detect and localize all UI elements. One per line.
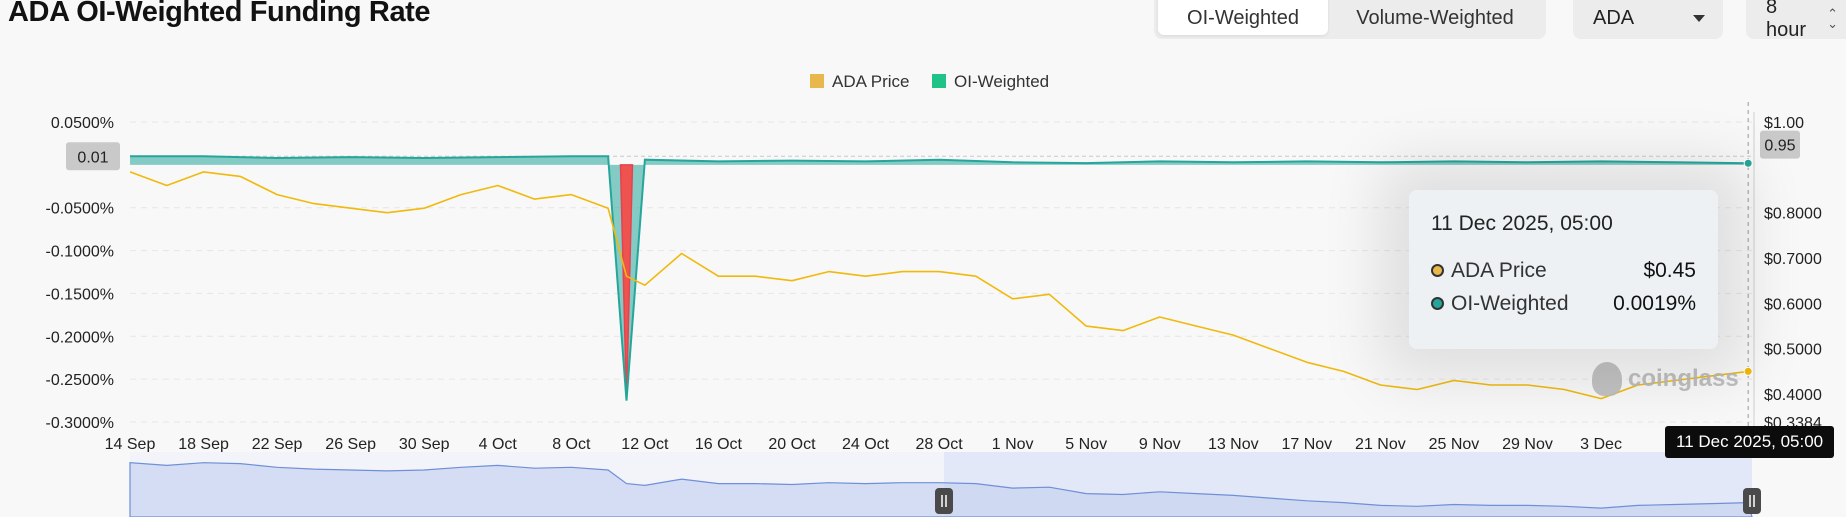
interval-select-value: 8 hour [1766, 0, 1807, 41]
chart-tooltip: 11 Dec 2025, 05:00 ADA Price $0.45 OI-We… [1409, 190, 1718, 349]
left-tick-label: -0.1500% [46, 286, 115, 303]
crosshair-date-label: 11 Dec 2025, 05:00 [1665, 426, 1835, 458]
price-series [129, 171, 1749, 400]
left-tick-label: 0.0500% [51, 115, 114, 132]
navigator-handle-left[interactable] [935, 488, 953, 514]
tooltip-price-label: ADA Price [1451, 258, 1547, 282]
page-title: ADA OI-Weighted Funding Rate [8, 0, 431, 28]
coin-select[interactable]: ADA [1573, 0, 1723, 39]
coinglass-logo-icon [1592, 362, 1622, 396]
x-tick-label: 8 Oct [552, 436, 591, 453]
right-tick-label: $0.6000 [1764, 296, 1822, 313]
right-tick-label: $0.7000 [1764, 251, 1822, 268]
price-dot-icon [1431, 264, 1444, 277]
right-tick-label: $0.5000 [1764, 342, 1822, 359]
x-tick-label: 3 Dec [1580, 436, 1622, 453]
funding-hover-marker [1743, 158, 1753, 168]
interval-select[interactable]: 8 hour ⌃ ⌄ [1746, 0, 1846, 41]
tooltip-row-price: ADA Price $0.45 [1431, 254, 1696, 287]
funding-dot-icon [1431, 297, 1444, 310]
weighting-toggle: OI-Weighted Volume-Weighted [1154, 0, 1546, 39]
left-tick-label: -0.2000% [46, 329, 115, 346]
x-axis: 14 Sep 18 Sep 22 Sep 26 Sep 30 Sep 4 Oct 8 Oct… [105, 436, 1622, 453]
x-tick-label: 30 Sep [399, 436, 450, 453]
tooltip-price-value: $0.45 [1643, 258, 1696, 282]
left-tick-label: -0.0500% [46, 201, 115, 218]
grid-lines [130, 112, 1755, 430]
price-hover-marker [1743, 366, 1753, 376]
x-tick-label: 26 Sep [325, 436, 376, 453]
x-tick-label: 13 Nov [1208, 436, 1259, 453]
legend-label-price[interactable]: ADA Price [832, 72, 909, 91]
x-tick-label: 17 Nov [1281, 436, 1332, 453]
left-tick-label: 0.01 [77, 149, 108, 166]
x-tick-label: 9 Nov [1139, 436, 1181, 453]
right-tick-label: 0.95 [1764, 138, 1795, 155]
tooltip-funding-label: OI-Weighted [1451, 291, 1569, 315]
x-tick-label: 5 Nov [1065, 436, 1107, 453]
funding-negative-spike [619, 164, 634, 401]
watermark: coinglass [1592, 362, 1739, 396]
x-tick-label: 16 Oct [695, 436, 743, 453]
right-tick-label: $0.4000 [1764, 387, 1822, 404]
left-axis: 0.0500% 0.01 -0.0500% -0.1000% -0.1500% -0.20… [46, 115, 120, 432]
legend-swatch-price[interactable] [810, 74, 824, 88]
crosshair [1743, 102, 1753, 432]
left-tick-label: -0.3000% [46, 415, 115, 432]
tooltip-date: 11 Dec 2025, 05:00 [1431, 212, 1613, 235]
price-line [129, 171, 1749, 400]
left-tick-label: -0.1000% [46, 244, 115, 261]
tooltip-row-funding: OI-Weighted 0.0019% [1431, 287, 1696, 320]
x-tick-label: 24 Oct [842, 436, 890, 453]
sort-updown-icon: ⌃ ⌄ [1827, 5, 1838, 31]
x-tick-label: 12 Oct [621, 436, 669, 453]
x-tick-label: 29 Nov [1502, 436, 1553, 453]
right-axis: $1.00 0.95 $0.8000 $0.7000 $0.6000 $0.5000 $0.… [1760, 115, 1822, 432]
chevron-down-icon [1693, 15, 1705, 22]
left-tick-label: -0.2500% [46, 372, 115, 389]
legend-label-funding[interactable]: OI-Weighted [954, 72, 1049, 91]
right-tick-label: $1.00 [1764, 115, 1804, 132]
x-tick-label: 20 Oct [768, 436, 816, 453]
funding-series [129, 155, 1749, 401]
right-tick-label: $0.8000 [1764, 206, 1822, 223]
range-navigator[interactable] [129, 452, 1761, 517]
x-tick-label: 4 Oct [479, 436, 518, 453]
chart-legend: ADA Price OI-Weighted [810, 72, 1049, 91]
x-tick-label: 21 Nov [1355, 436, 1406, 453]
watermark-text: coinglass [1628, 365, 1739, 392]
tab-volume-weighted[interactable]: Volume-Weighted [1356, 7, 1514, 29]
x-tick-label: 25 Nov [1429, 436, 1480, 453]
legend-swatch-funding[interactable] [932, 74, 946, 88]
navigator-handle-right[interactable] [1743, 488, 1761, 514]
price-current-badge [1760, 130, 1800, 159]
x-tick-label: 28 Oct [916, 436, 964, 453]
x-tick-label: 22 Sep [252, 436, 303, 453]
x-tick-label: 14 Sep [105, 436, 156, 453]
coin-select-value: ADA [1593, 7, 1635, 29]
tooltip-funding-value: 0.0019% [1613, 291, 1696, 315]
x-tick-label: 18 Sep [178, 436, 229, 453]
funding-current-badge [66, 142, 120, 171]
x-tick-label: 1 Nov [992, 436, 1034, 453]
tab-oi-weighted[interactable]: OI-Weighted [1158, 0, 1328, 35]
